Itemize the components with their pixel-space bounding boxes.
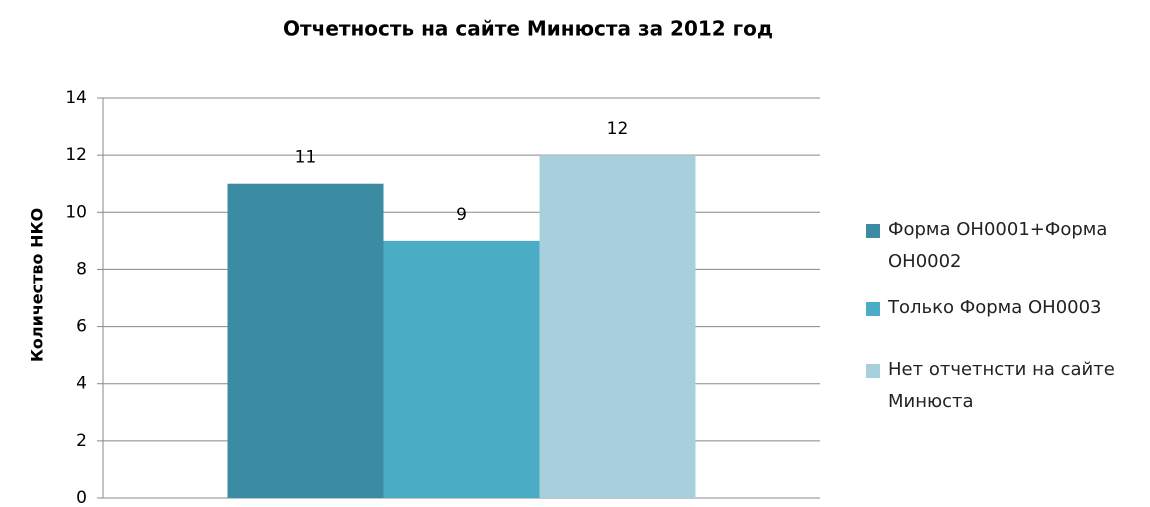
legend: Форма ОН0001+Форма ОН0002 Только Форма ОН… bbox=[866, 214, 1146, 418]
y-tick-label: 2 bbox=[76, 431, 87, 451]
chart-title: Отчетность на сайте Минюста за 2012 год bbox=[283, 17, 773, 41]
legend-swatch bbox=[866, 302, 880, 316]
legend-text: Только Форма ОН0003 bbox=[888, 297, 1102, 318]
y-axis-label: Количество НКО bbox=[28, 208, 47, 362]
data-label: 11 bbox=[295, 148, 317, 168]
bar bbox=[227, 183, 384, 498]
legend-text: Нет отчетнсти на сайте Минюста bbox=[888, 359, 1115, 412]
y-tick-label: 10 bbox=[65, 202, 87, 222]
bar bbox=[539, 155, 696, 498]
legend-item: Форма ОН0001+Форма ОН0002 bbox=[866, 214, 1146, 278]
y-tick-label: 0 bbox=[76, 488, 87, 507]
y-tick-label: 4 bbox=[76, 374, 87, 394]
y-tick-label: 12 bbox=[65, 145, 87, 165]
y-tick-label: 6 bbox=[76, 317, 87, 337]
legend-swatch bbox=[866, 224, 880, 238]
y-tick-label: 8 bbox=[76, 259, 87, 279]
legend-text: Форма ОН0001+Форма ОН0002 bbox=[888, 219, 1108, 272]
bar bbox=[383, 240, 540, 498]
legend-item: Нет отчетнсти на сайте Минюста bbox=[866, 354, 1146, 418]
y-tick-label: 14 bbox=[65, 88, 87, 108]
data-label: 9 bbox=[456, 205, 467, 225]
legend-swatch bbox=[866, 364, 880, 378]
legend-item: Только Форма ОН0003 bbox=[866, 292, 1146, 324]
data-label: 12 bbox=[607, 119, 629, 139]
